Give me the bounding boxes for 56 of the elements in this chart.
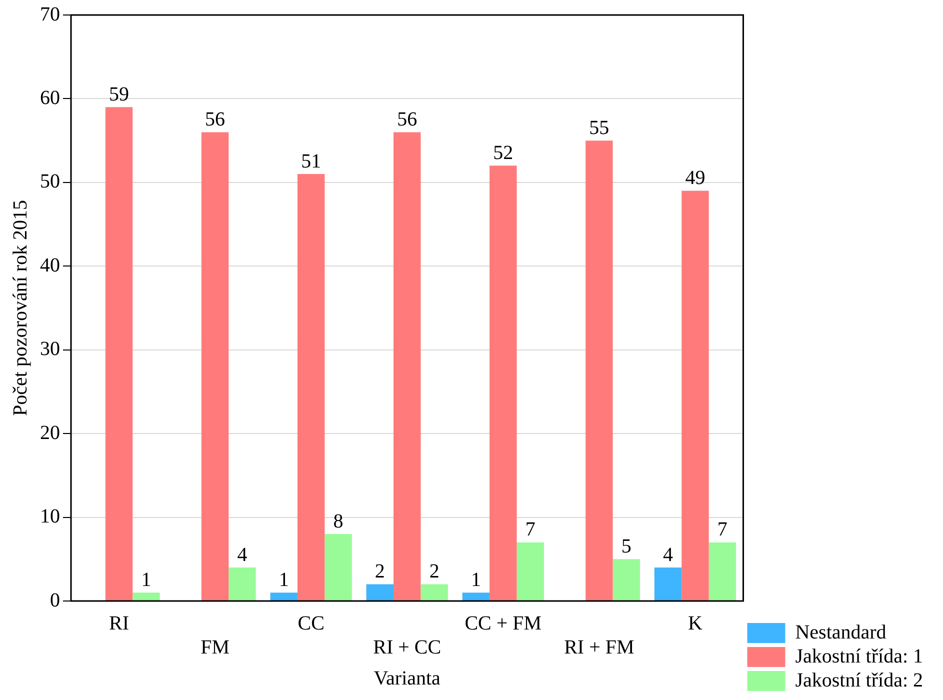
y-tick-label: 40 (40, 254, 60, 276)
bar (682, 190, 709, 600)
bar (612, 559, 640, 600)
bar (516, 542, 544, 600)
bar (270, 592, 298, 600)
bar (132, 592, 160, 600)
y-axis-title: Počet pozorování rok 2015 (9, 200, 32, 416)
y-tick-label: 50 (40, 170, 60, 193)
bar (366, 584, 394, 600)
data-label: 1 (141, 568, 152, 591)
bar (105, 107, 133, 600)
data-label: 2 (429, 560, 440, 583)
bar (462, 592, 490, 600)
x-tick-label: CC (298, 612, 324, 634)
bar (324, 534, 352, 600)
data-label: 8 (333, 510, 344, 532)
data-label: 7 (717, 518, 728, 541)
y-tick-label: 20 (40, 422, 60, 444)
data-label: 56 (205, 108, 226, 130)
data-label: 51 (301, 150, 322, 172)
bar (228, 568, 256, 600)
legend-label: Nestandard (795, 621, 886, 644)
x-axis-title: Varianta (374, 667, 441, 690)
data-label: 49 (685, 167, 706, 190)
data-label: 56 (397, 108, 418, 130)
data-label: 55 (589, 116, 610, 139)
legend-label: Jakostní třída: 1 (795, 645, 923, 668)
data-label: 2 (374, 560, 385, 583)
data-label: 4 (663, 544, 674, 566)
bar (201, 132, 229, 600)
x-tick-label: RI + CC (373, 636, 442, 658)
data-label: 7 (525, 518, 536, 541)
bar (708, 542, 736, 600)
x-tick-label: FM (200, 636, 230, 658)
x-tick-label: K (688, 612, 703, 634)
y-tick-label: 10 (40, 506, 60, 528)
data-label: 1 (470, 568, 481, 591)
data-label: 4 (237, 544, 248, 566)
bar (586, 140, 613, 600)
y-tick-label: 70 (40, 3, 60, 26)
legend-label: Jakostní třída: 2 (795, 669, 923, 692)
x-tick-label: CC + FM (464, 612, 542, 634)
x-tick-label: RI (109, 612, 130, 634)
bar (420, 584, 448, 600)
data-label: 52 (493, 142, 514, 164)
y-tick-label: 0 (50, 589, 60, 612)
bar (654, 568, 682, 600)
bar (394, 132, 421, 600)
y-tick-label: 60 (40, 86, 60, 109)
data-label: 1 (278, 568, 289, 591)
bar (297, 174, 325, 600)
y-tick-label: 30 (40, 338, 60, 360)
data-label: 5 (621, 535, 632, 558)
data-label: 59 (109, 83, 130, 106)
bar (490, 166, 517, 600)
x-tick-label: RI + FM (564, 636, 634, 658)
